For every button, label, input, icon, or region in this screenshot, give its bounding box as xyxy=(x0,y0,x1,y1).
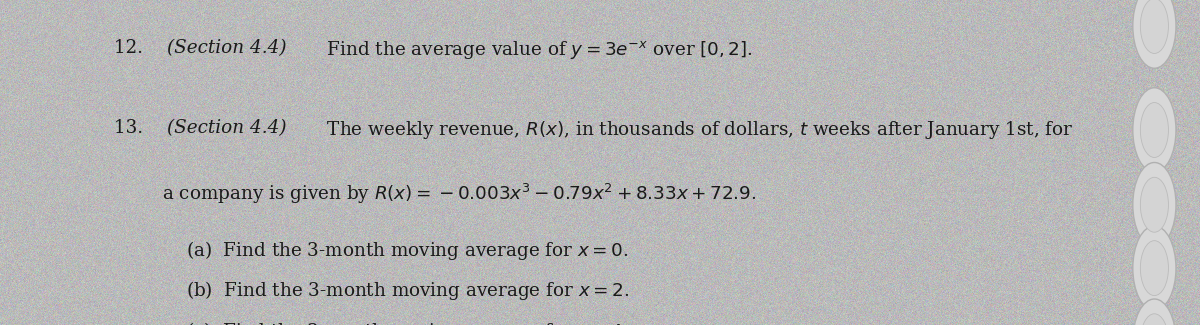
Ellipse shape xyxy=(1133,88,1176,172)
Ellipse shape xyxy=(1140,240,1169,296)
Ellipse shape xyxy=(1140,314,1169,325)
Text: (Section 4.4): (Section 4.4) xyxy=(167,119,287,136)
Ellipse shape xyxy=(1133,162,1176,247)
Text: (Section 4.4): (Section 4.4) xyxy=(167,39,286,57)
Text: (c)  Find the 3-month moving average for $x = 4$.: (c) Find the 3-month moving average for … xyxy=(186,320,628,325)
Ellipse shape xyxy=(1133,226,1176,310)
Text: The weekly revenue, $R(x)$, in thousands of dollars, $t$ weeks after January 1st: The weekly revenue, $R(x)$, in thousands… xyxy=(320,119,1074,141)
Text: Find the average value of $y = 3e^{-x}$ over $[0, 2]$.: Find the average value of $y = 3e^{-x}$ … xyxy=(320,39,752,61)
Text: (b)  Find the 3-month moving average for $x = 2$.: (b) Find the 3-month moving average for … xyxy=(186,280,630,303)
Ellipse shape xyxy=(1133,299,1176,325)
Ellipse shape xyxy=(1133,0,1176,68)
Ellipse shape xyxy=(1140,103,1169,158)
Text: 13.: 13. xyxy=(114,119,155,136)
Ellipse shape xyxy=(1140,0,1169,53)
Text: a company is given by $R(x) = -0.003x^3 - 0.79x^2 + 8.33x + 72.9$.: a company is given by $R(x) = -0.003x^3 … xyxy=(162,182,756,206)
Text: 12.: 12. xyxy=(114,39,155,57)
Text: (a)  Find the 3-month moving average for $x = 0$.: (a) Find the 3-month moving average for … xyxy=(186,239,629,262)
Ellipse shape xyxy=(1140,177,1169,232)
